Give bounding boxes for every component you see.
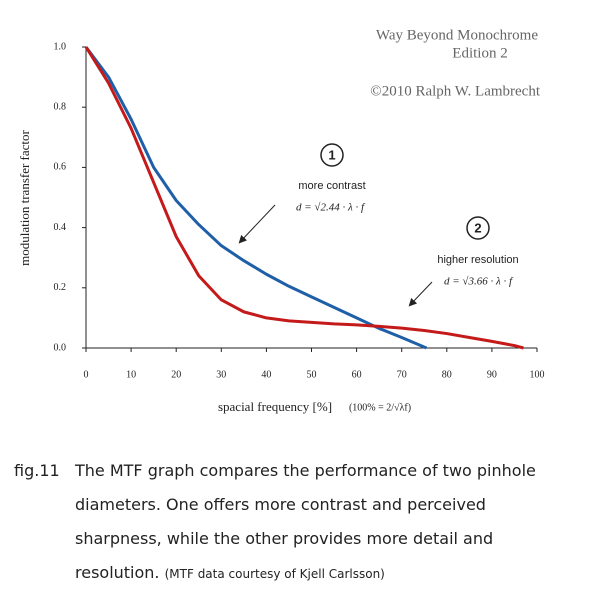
chart: Way Beyond Monochrome Edition 2 ©2010 Ra…	[17, 27, 545, 414]
annotation-marker: 1	[328, 147, 335, 162]
y-tick-label: 0.2	[54, 282, 67, 293]
caption-text: The MTF graph compares the performance o…	[75, 461, 536, 582]
x-tick-label: 30	[216, 369, 226, 380]
watermark: Way Beyond Monochrome	[376, 27, 538, 43]
line-series	[84, 46, 524, 350]
x-tick-label: 50	[307, 369, 317, 380]
y-tick-label: 0.8	[54, 101, 67, 112]
caption: fig.11 The MTF graph compares the perfor…	[14, 454, 574, 591]
x-tick-label: 40	[261, 369, 271, 380]
annotation-circle	[466, 216, 490, 240]
x-tick-label: 0	[84, 369, 89, 380]
annotation-marker: 2	[474, 220, 481, 235]
x-tick-label: 20	[171, 369, 181, 380]
annotation-formula: d = √3.66 · λ · f	[444, 276, 514, 288]
x-tick-label: 90	[487, 369, 497, 380]
y-tick-label: 0.6	[54, 162, 67, 173]
x-tick-label: 10	[126, 369, 136, 380]
x-axis-note: (100% = 2/√λf)	[349, 402, 411, 413]
arrow	[408, 281, 433, 307]
annotation-formula: d = √2.44 · λ · f	[296, 202, 366, 214]
watermark: Edition 2	[452, 45, 507, 61]
arrow	[238, 204, 276, 244]
caption-text-block: The MTF graph compares the performance o…	[75, 454, 550, 591]
watermark: ©2010 Ralph W. Lambrecht	[370, 83, 541, 99]
y-tick-label: 0.4	[54, 222, 67, 233]
y-axis-label: modulation transfer factor	[17, 129, 32, 265]
annotation-circle	[320, 143, 344, 167]
x-tick-label: 80	[442, 369, 452, 380]
y-tick-label: 0.0	[54, 342, 67, 353]
caption-note: (MTF data courtesy of Kjell Carlsson)	[164, 567, 385, 581]
x-tick-label: 70	[397, 369, 407, 380]
x-tick-label: 60	[352, 369, 362, 380]
y-tick-label: 1.0	[54, 41, 67, 52]
caption-label: fig.11	[14, 461, 60, 480]
annotation-text: higher resolution	[437, 254, 518, 266]
x-axis-label: spacial frequency [%]	[218, 399, 332, 414]
line-series	[84, 46, 428, 350]
annotation-text: more contrast	[298, 180, 365, 192]
x-tick-label: 100	[530, 369, 545, 380]
